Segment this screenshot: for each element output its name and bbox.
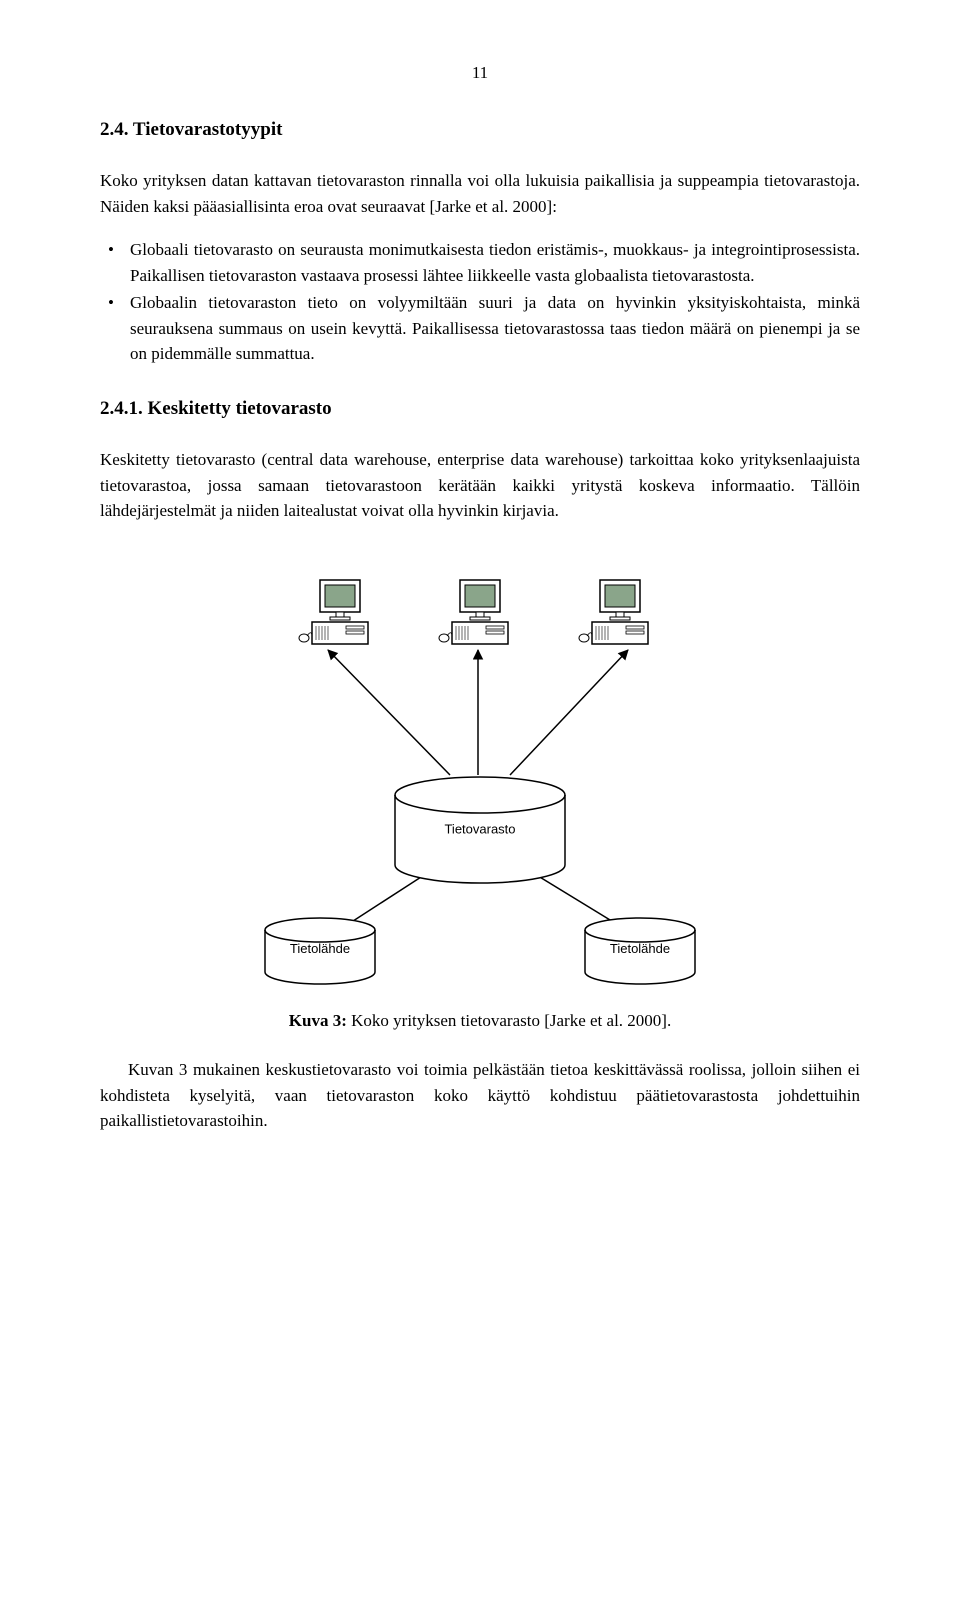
caption-text: Koko yrityksen tietovarasto [Jarke et al…: [347, 1011, 671, 1030]
page-number: 11: [100, 60, 860, 86]
svg-text:Tietolähde: Tietolähde: [610, 941, 670, 956]
list-item: Globaali tietovarasto on seurausta monim…: [100, 237, 860, 288]
section-heading: 2.4. Tietovarastotyypit: [100, 116, 860, 145]
figure-caption: Kuva 3: Koko yrityksen tietovarasto [Jar…: [100, 1008, 860, 1034]
caption-label: Kuva 3:: [289, 1011, 347, 1030]
svg-text:Tietovarasto: Tietovarasto: [444, 821, 515, 836]
figure-3: Tietovarasto Tietolähde Tietolähde: [100, 560, 860, 990]
diagram-svg: Tietovarasto Tietolähde Tietolähde: [220, 560, 740, 990]
intro-paragraph: Koko yrityksen datan kattavan tietovaras…: [100, 168, 860, 219]
svg-text:Tietolähde: Tietolähde: [290, 941, 350, 956]
list-item: Globaalin tietovaraston tieto on volyymi…: [100, 290, 860, 367]
subsection-heading: 2.4.1. Keskitetty tietovarasto: [100, 395, 860, 424]
bullet-list: Globaali tietovarasto on seurausta monim…: [100, 237, 860, 367]
final-paragraph: Kuvan 3 mukainen keskustietovarasto voi …: [100, 1057, 860, 1134]
subsection-paragraph: Keskitetty tietovarasto (central data wa…: [100, 447, 860, 524]
